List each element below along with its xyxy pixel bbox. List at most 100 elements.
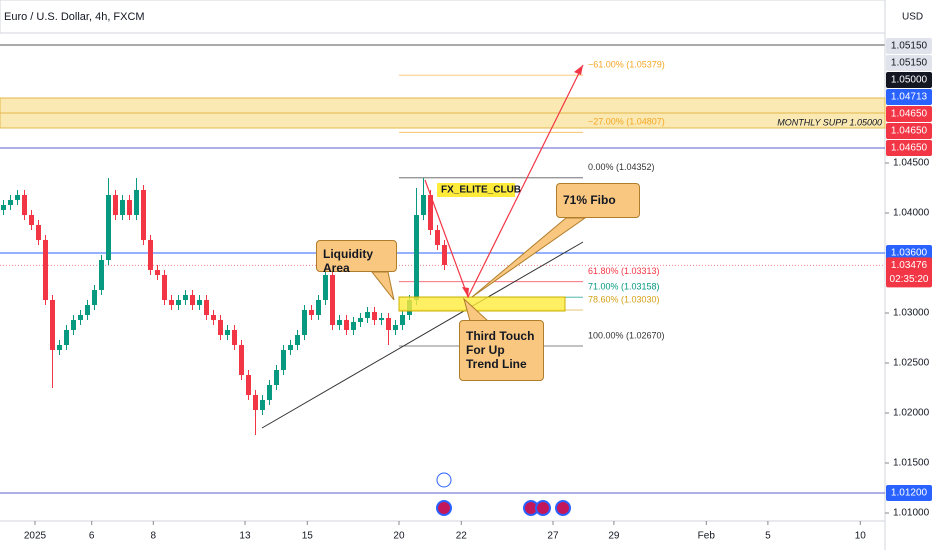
event-icon[interactable]: [436, 472, 452, 488]
candle-body: [35, 225, 41, 240]
price-tag: [886, 106, 932, 122]
x-tick-label: 13: [239, 531, 251, 542]
candle-body: [21, 195, 27, 215]
y-tick-label: 1.02000: [893, 408, 930, 419]
price-tag: [886, 245, 932, 261]
candle-body: [0, 205, 6, 210]
price-tag-label: 1.01200: [891, 488, 928, 499]
candle-body: [259, 400, 265, 410]
candle-body: [280, 350, 286, 370]
candle-body: [217, 320, 223, 335]
y-tick-label: 1.01000: [893, 508, 930, 519]
candle-body: [266, 385, 272, 400]
candle-body: [413, 215, 419, 300]
candle-body: [56, 345, 62, 350]
fib-label: 0.00% (1.04352): [588, 162, 655, 172]
candle-body: [392, 325, 398, 330]
candle-body: [371, 312, 377, 320]
candle-body: [322, 275, 328, 300]
candle-body: [189, 295, 195, 305]
y-tick-label: 1.04000: [893, 208, 930, 219]
event-icon[interactable]: [436, 500, 452, 516]
last-price-tag: [886, 257, 932, 288]
currency[interactable]: USD: [902, 12, 923, 23]
candle-body: [308, 310, 314, 315]
candle-body: [336, 320, 342, 325]
chart-title: Euro / U.S. Dollar, 4h, FXCM: [4, 11, 145, 23]
candle-body: [133, 190, 139, 215]
candle-body: [343, 320, 349, 330]
price-tag-label: 1.05150: [891, 41, 928, 52]
candle-body: [441, 245, 447, 265]
fib-label: 100.00% (1.02670): [588, 330, 665, 340]
candle-body: [161, 275, 167, 300]
candle-body: [301, 310, 307, 335]
price-tag-label: 1.04650: [891, 143, 928, 154]
event-icon[interactable]: [555, 500, 571, 516]
candle-body: [84, 305, 90, 315]
candle-body: [364, 312, 370, 318]
price-tag-label: 1.04650: [891, 126, 928, 137]
last-price-label: 1.03476: [891, 260, 928, 271]
candle-body: [140, 190, 146, 240]
fib-label: −61.00% (1.05379): [588, 59, 665, 69]
x-tick-label: 6: [89, 531, 95, 542]
candle-body: [357, 318, 363, 322]
candle-body: [112, 195, 118, 215]
price-tag-label: 1.03600: [891, 248, 928, 259]
candle-body: [196, 300, 202, 305]
x-tick-label: 8: [151, 531, 157, 542]
y-tick-label: 1.04500: [893, 158, 930, 169]
x-tick-label: 5: [765, 531, 771, 542]
candle-body: [434, 230, 440, 245]
candle-body: [168, 300, 174, 305]
liquidity-callout: Liquidity Area: [316, 240, 397, 275]
candle-body: [63, 330, 69, 345]
candle-body: [7, 200, 13, 205]
y-tick-label: 1.01500: [893, 458, 930, 469]
price-tag: [886, 485, 932, 501]
candle-body: [49, 300, 55, 350]
price-tag: [886, 38, 932, 54]
candle-body: [105, 195, 111, 260]
x-tick-label: 10: [855, 531, 867, 542]
price-tag-label: 1.04713: [891, 92, 928, 103]
event-icon[interactable]: [535, 500, 551, 516]
countdown: 02:35:20: [890, 274, 929, 285]
price-tag-label: 1.05150: [891, 58, 928, 69]
candle-body: [252, 395, 258, 410]
fibo-callout: 71% Fibo: [556, 183, 640, 218]
price-tag-label: 1.05000: [891, 75, 928, 86]
candle-body: [42, 240, 48, 300]
candle-body: [420, 195, 426, 215]
zone-label: MONTHLY SUPP 1.05000: [777, 117, 882, 127]
fib-label: 71.00% (1.03158): [588, 282, 660, 292]
candle-body: [378, 318, 384, 320]
candle-body: [315, 300, 321, 315]
x-tick-label: 20: [393, 531, 405, 542]
candle-body: [147, 240, 153, 270]
y-tick-label: 1.02500: [893, 358, 930, 369]
candle-body: [273, 370, 279, 385]
candle-body: [210, 315, 216, 320]
fib-label: 78.60% (1.03030): [588, 294, 660, 304]
candle-body: [28, 215, 34, 225]
arrow-head: [574, 65, 583, 75]
demand-box: [398, 296, 566, 312]
label-box: [437, 183, 515, 197]
candle-body: [70, 320, 76, 330]
candle-body: [224, 330, 230, 335]
x-tick-label: 22: [456, 531, 468, 542]
candle-body: [238, 345, 244, 375]
callout-pointer: [370, 271, 395, 301]
x-tick-label: Feb: [698, 531, 716, 542]
y-tick-label: 1.03000: [893, 308, 930, 319]
third-touch-callout: Third Touch For Up Trend Line: [459, 320, 544, 381]
trendline: [261, 241, 584, 429]
candle-body: [98, 260, 104, 290]
candle-body: [77, 315, 83, 320]
candle-body: [175, 300, 181, 305]
price-tag: [886, 89, 932, 105]
